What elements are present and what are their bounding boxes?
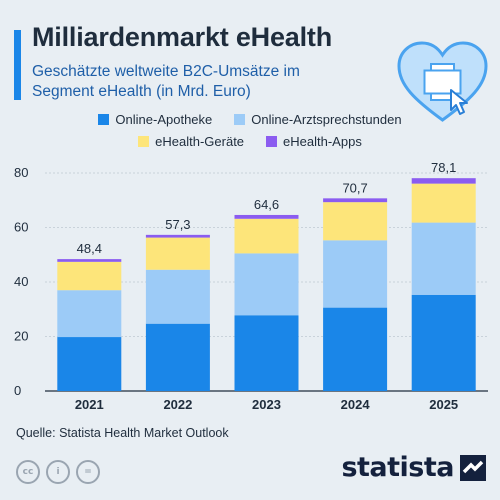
total-data-label: 48,4 bbox=[77, 241, 102, 256]
bar-segment-ehealth-ger-te bbox=[411, 183, 476, 223]
cursor-arrow-icon bbox=[450, 89, 468, 115]
bar-segment-ehealth-ger-te bbox=[323, 202, 388, 241]
page-title: Milliardenmarkt eHealth bbox=[32, 22, 332, 52]
license-icons: cc i = bbox=[16, 460, 100, 484]
x-tick-label: 2025 bbox=[429, 397, 458, 412]
bar-segment-ehealth-apps bbox=[57, 259, 122, 262]
bar-segment-ehealth-ger-te bbox=[145, 237, 210, 270]
legend-label: Online-Apotheke bbox=[115, 112, 213, 127]
legend-item-online-arztsprechstunden: Online-Arztsprechstunden bbox=[234, 112, 402, 127]
chart-subtitle: Geschätzte weltweite B2C-Umsätze im Segm… bbox=[32, 63, 300, 100]
heart-medical-cross-icon bbox=[397, 41, 488, 122]
legend-label: eHealth-Geräte bbox=[155, 134, 245, 149]
bar-segment-ehealth-apps bbox=[145, 234, 210, 238]
bar-segment-online-apotheke bbox=[234, 315, 299, 391]
bar-segment-online-arztsprechstunden bbox=[57, 290, 122, 338]
x-tick-label: 2023 bbox=[252, 397, 281, 412]
y-tick-label: 20 bbox=[14, 329, 28, 344]
legend-swatch bbox=[234, 114, 246, 125]
title-accent-bar bbox=[14, 30, 21, 100]
y-tick-label: 0 bbox=[14, 383, 21, 398]
total-data-label: 78,1 bbox=[431, 160, 456, 175]
total-data-label: 64,6 bbox=[254, 197, 279, 212]
y-tick-label: 80 bbox=[14, 165, 28, 180]
total-data-label: 70,7 bbox=[342, 180, 367, 195]
bar-segment-ehealth-apps bbox=[234, 214, 299, 219]
brand-name: statista bbox=[341, 452, 454, 483]
x-tick-label: 2021 bbox=[75, 397, 104, 412]
bar-segment-online-apotheke bbox=[411, 294, 476, 391]
bar-segment-online-apotheke bbox=[145, 323, 210, 391]
x-tick-label: 2022 bbox=[163, 397, 192, 412]
bar-segment-ehealth-ger-te bbox=[234, 218, 299, 254]
legend-item-ehealth-geraete: eHealth-Geräte bbox=[138, 134, 244, 149]
y-tick-label: 40 bbox=[14, 274, 28, 289]
bar-segment-online-apotheke bbox=[323, 307, 388, 391]
total-data-label: 57,3 bbox=[165, 217, 190, 232]
legend-label: Online-Arztsprechstunden bbox=[251, 112, 402, 127]
statista-logo-icon bbox=[460, 454, 486, 481]
legend-item-ehealth-apps: eHealth-Apps bbox=[266, 134, 362, 149]
bar-segment-ehealth-apps bbox=[411, 178, 476, 184]
x-tick-label: 2024 bbox=[341, 397, 371, 412]
bar-segment-ehealth-ger-te bbox=[57, 261, 122, 291]
source-note: Quelle: Statista Health Market Outlook bbox=[16, 426, 229, 440]
legend-label: eHealth-Apps bbox=[283, 134, 362, 149]
bar-segment-ehealth-apps bbox=[323, 198, 388, 203]
bar-segment-online-arztsprechstunden bbox=[411, 222, 476, 295]
legend-swatch bbox=[98, 114, 110, 125]
bar-segment-online-apotheke bbox=[57, 337, 122, 391]
bar-segment-online-arztsprechstunden bbox=[145, 269, 210, 324]
bar-segment-online-arztsprechstunden bbox=[323, 240, 388, 308]
legend-swatch bbox=[266, 136, 278, 147]
bar-segment-online-arztsprechstunden bbox=[234, 253, 299, 316]
no-derivatives-icon[interactable]: = bbox=[76, 460, 100, 484]
y-tick-label: 60 bbox=[14, 220, 28, 235]
chart-legend: Online-Apotheke Online-Arztsprechstunden… bbox=[0, 112, 500, 156]
cc-icon[interactable]: cc bbox=[16, 460, 40, 484]
statista-logo[interactable]: statista bbox=[341, 452, 486, 483]
legend-swatch bbox=[138, 136, 150, 147]
legend-item-online-apotheke: Online-Apotheke bbox=[98, 112, 212, 127]
attribution-icon[interactable]: i bbox=[46, 460, 70, 484]
